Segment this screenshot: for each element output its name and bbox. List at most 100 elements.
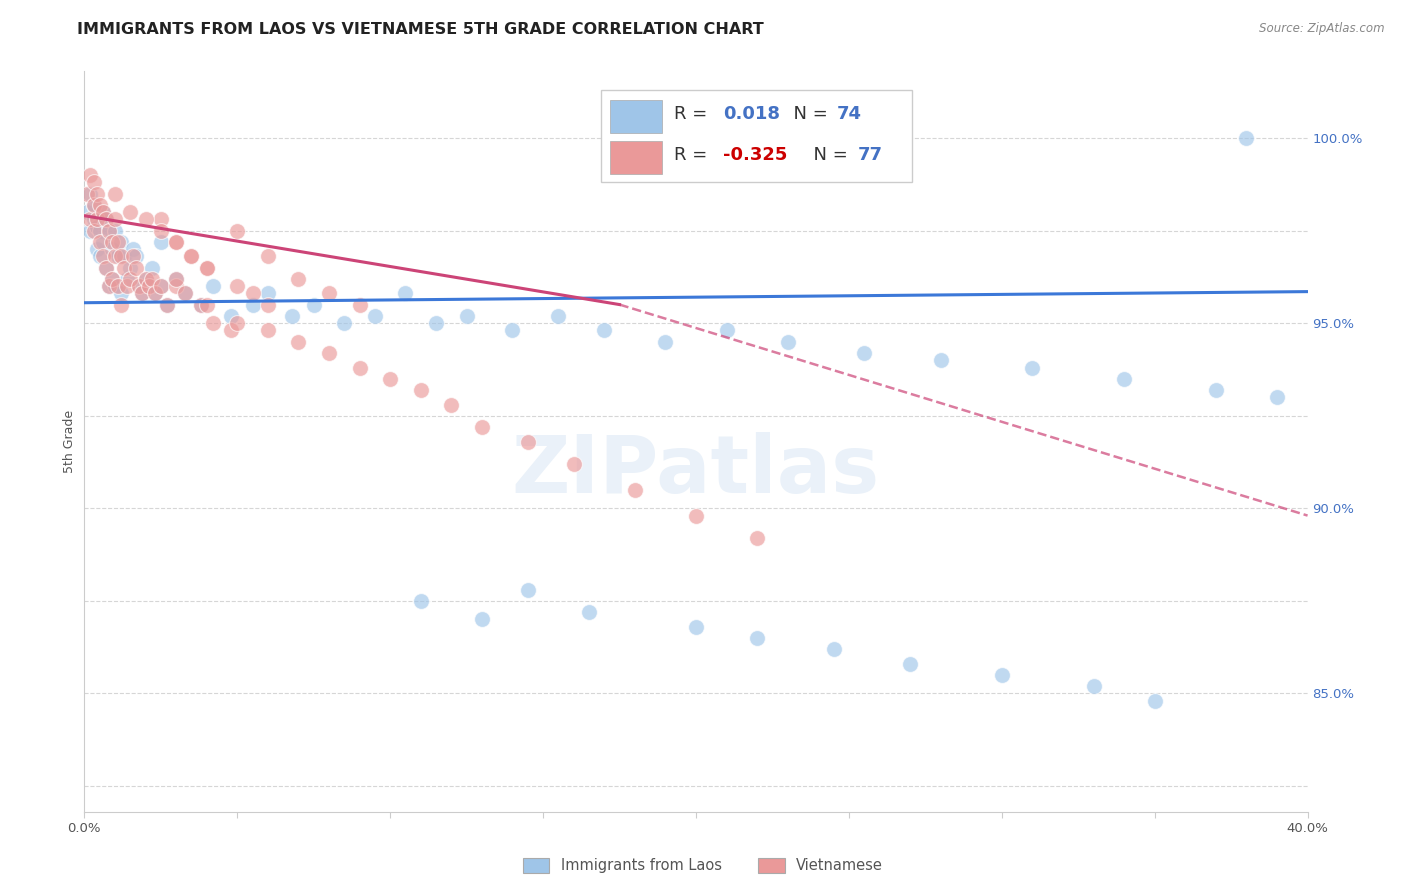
Text: ZIPatlas: ZIPatlas: [512, 432, 880, 510]
Point: [190, 297, 212, 311]
Point: [547, 309, 569, 323]
Point: [128, 279, 150, 293]
Point: [257, 323, 280, 337]
Point: [94, 260, 117, 275]
FancyBboxPatch shape: [610, 100, 662, 133]
Point: [929, 353, 952, 368]
Point: [716, 323, 738, 337]
Point: [349, 297, 371, 311]
Point: [104, 186, 127, 201]
Point: [1205, 383, 1227, 397]
Point: [302, 297, 325, 311]
Point: [180, 249, 202, 263]
Point: [1143, 693, 1166, 707]
Point: [593, 323, 616, 337]
Point: [409, 593, 432, 607]
Point: [226, 316, 249, 330]
Point: [79, 186, 101, 201]
Point: [898, 657, 921, 671]
Point: [991, 667, 1014, 681]
Point: [91, 205, 114, 219]
Point: [120, 260, 142, 275]
Point: [138, 279, 160, 293]
Point: [219, 323, 242, 337]
Point: [195, 260, 218, 275]
Point: [135, 271, 157, 285]
Point: [287, 334, 309, 349]
Point: [281, 309, 304, 323]
Text: -0.325: -0.325: [723, 146, 787, 164]
Point: [1114, 371, 1136, 385]
Point: [201, 279, 224, 293]
Point: [89, 249, 111, 263]
Point: [97, 279, 120, 293]
Point: [190, 297, 212, 311]
Point: [195, 260, 218, 275]
Point: [318, 286, 340, 301]
Text: Source: ZipAtlas.com: Source: ZipAtlas.com: [1260, 22, 1385, 36]
Point: [156, 297, 179, 311]
Point: [115, 271, 138, 285]
Point: [165, 271, 187, 285]
Point: [1265, 390, 1288, 404]
Point: [471, 419, 494, 434]
FancyBboxPatch shape: [600, 90, 912, 183]
Point: [76, 186, 98, 201]
Point: [685, 508, 707, 523]
Point: [86, 186, 108, 201]
Point: [112, 249, 135, 263]
Point: [91, 205, 114, 219]
Text: N =: N =: [803, 146, 853, 164]
Point: [516, 434, 538, 449]
Point: [502, 323, 524, 337]
Point: [135, 212, 157, 227]
Point: [104, 212, 127, 227]
Point: [110, 235, 132, 249]
Point: [101, 242, 124, 256]
Point: [97, 223, 120, 237]
Point: [94, 260, 117, 275]
Point: [110, 297, 132, 311]
Point: [578, 605, 600, 619]
Point: [83, 197, 105, 211]
Point: [122, 242, 145, 256]
Point: [97, 223, 120, 237]
Point: [1021, 360, 1043, 375]
Point: [165, 271, 187, 285]
Point: [76, 205, 98, 219]
Point: [149, 212, 172, 227]
Point: [685, 619, 707, 633]
Point: [86, 219, 108, 234]
Text: N =: N =: [782, 104, 834, 122]
Point: [516, 582, 538, 597]
Point: [79, 212, 101, 227]
Point: [201, 316, 224, 330]
Point: [122, 249, 145, 263]
Point: [112, 260, 135, 275]
Point: [83, 223, 105, 237]
Point: [180, 249, 202, 263]
Point: [776, 334, 799, 349]
Text: IMMIGRANTS FROM LAOS VS VIETNAMESE 5TH GRADE CORRELATION CHART: IMMIGRANTS FROM LAOS VS VIETNAMESE 5TH G…: [77, 22, 763, 37]
Point: [107, 235, 129, 249]
Point: [86, 242, 108, 256]
Point: [86, 212, 108, 227]
Point: [219, 309, 242, 323]
Point: [624, 483, 647, 497]
Point: [409, 383, 432, 397]
Point: [141, 260, 163, 275]
Point: [115, 279, 138, 293]
Text: 74: 74: [837, 104, 862, 122]
Point: [120, 205, 142, 219]
Point: [174, 286, 197, 301]
Point: [226, 279, 249, 293]
Point: [131, 286, 153, 301]
Point: [91, 249, 114, 263]
Point: [257, 286, 280, 301]
Point: [125, 260, 148, 275]
Point: [143, 286, 166, 301]
Point: [257, 297, 280, 311]
Point: [101, 235, 124, 249]
Point: [91, 235, 114, 249]
Point: [349, 360, 371, 375]
